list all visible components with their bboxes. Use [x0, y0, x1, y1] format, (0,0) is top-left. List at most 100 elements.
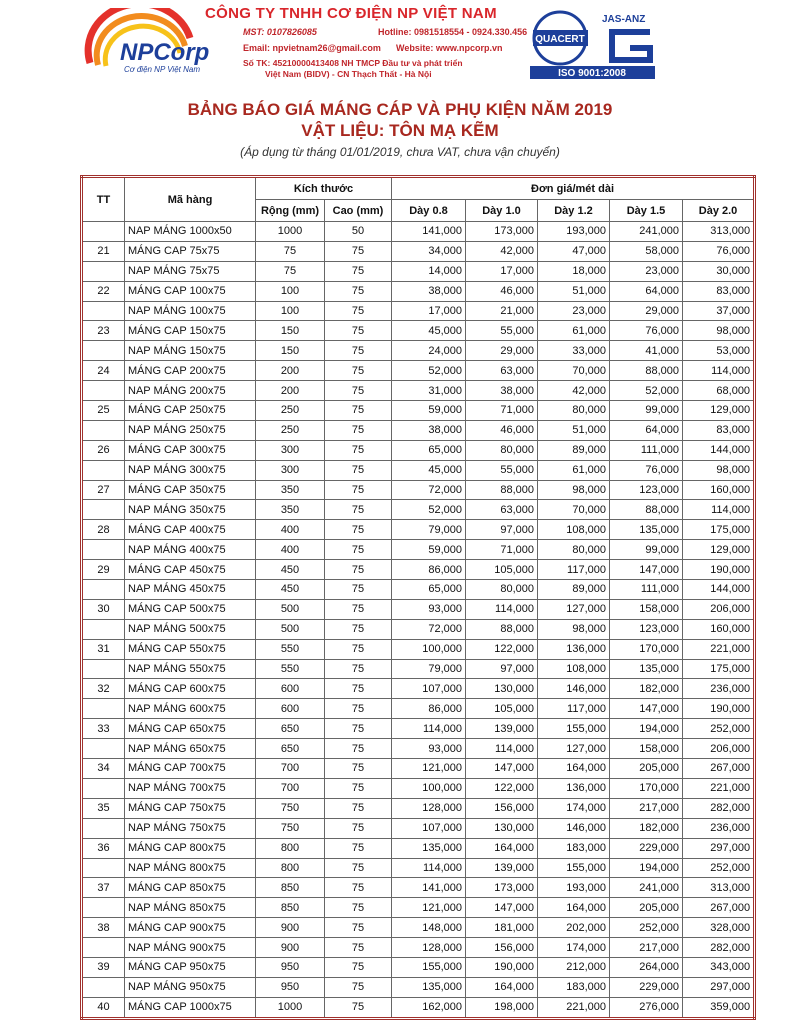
- table-cell: MÁNG CAP 75x75: [124, 240, 256, 262]
- table-cell: MÁNG CAP 500x75: [124, 598, 256, 620]
- table-cell: 30: [81, 598, 125, 620]
- table-cell: [81, 698, 125, 720]
- table-cell: 121,000: [391, 758, 466, 779]
- note: (Áp dụng từ tháng 01/01/2019, chưa VAT, …: [240, 145, 560, 159]
- table-cell: 75: [324, 360, 392, 382]
- table-cell: MÁNG CAP 200x75: [124, 360, 256, 382]
- table-cell: NAP MÁNG 400x75: [124, 539, 256, 561]
- table-cell: 194,000: [609, 718, 683, 740]
- table-cell: 55,000: [465, 320, 538, 342]
- table-cell: NAP MÁNG 75x75: [124, 260, 256, 282]
- table-cell: 160,000: [681, 618, 756, 640]
- table-cell: 600: [255, 698, 325, 720]
- table-cell: [81, 618, 125, 640]
- table-cell: [81, 459, 125, 481]
- table-cell: 750: [255, 817, 325, 839]
- table-cell: 55,000: [465, 459, 538, 481]
- table-cell: 267,000: [681, 897, 756, 919]
- table-row: NAP MÁNG 850x75 850 75 121,000 147,000 164,00…: [81, 897, 756, 919]
- table-cell: 52,000: [391, 499, 466, 521]
- table-cell: 75: [324, 758, 392, 779]
- table-cell: 75: [324, 718, 392, 740]
- table-cell: 148,000: [391, 917, 466, 939]
- table-cell: 206,000: [681, 738, 756, 760]
- table-cell: 128,000: [391, 797, 466, 819]
- table-cell: 64,000: [609, 280, 683, 302]
- table-cell: 700: [255, 777, 325, 799]
- table-row: 32 MÁNG CAP 600x75 600 75 107,000 130,000 146,…: [81, 678, 756, 700]
- table-cell: 65,000: [391, 579, 466, 600]
- table-cell: 122,000: [465, 638, 538, 660]
- table-cell: 75: [324, 380, 392, 402]
- table-cell: 75: [324, 837, 392, 859]
- table-cell: 313,000: [681, 221, 756, 242]
- table-cell: 135,000: [391, 837, 466, 859]
- table-cell: 135,000: [609, 658, 683, 680]
- table-cell: 36: [81, 837, 125, 859]
- table-cell: 53,000: [681, 340, 756, 362]
- table-cell: 400: [255, 519, 325, 541]
- table-cell: 205,000: [609, 897, 683, 919]
- table-cell: [81, 658, 125, 680]
- cert-name: QUACERT: [535, 34, 584, 45]
- table-row: 34 MÁNG CAP 700x75 700 75 121,000 147,000 164,…: [81, 758, 756, 779]
- table-cell: NAP MÁNG 150x75: [124, 340, 256, 362]
- table-cell: [81, 300, 125, 322]
- table-cell: 50: [324, 221, 392, 242]
- table-cell: 229,000: [609, 976, 683, 998]
- table-cell: 297,000: [681, 837, 756, 859]
- table-cell: 236,000: [681, 817, 756, 839]
- table-cell: 75: [324, 976, 392, 998]
- table-cell: NAP MÁNG 950x75: [124, 976, 256, 998]
- table-cell: 75: [255, 260, 325, 282]
- table-cell: NAP MÁNG 550x75: [124, 658, 256, 680]
- table-cell: 221,000: [681, 777, 756, 799]
- table-row: 35 MÁNG CAP 750x75 750 75 128,000 156,000 174,…: [81, 797, 756, 819]
- table-cell: 98,000: [681, 320, 756, 342]
- table-cell: 75: [324, 439, 392, 461]
- table-cell: 164,000: [465, 837, 538, 859]
- table-cell: [81, 777, 125, 799]
- table-cell: 1000: [255, 221, 325, 242]
- table-cell: MÁNG CAP 750x75: [124, 797, 256, 819]
- table-cell: 206,000: [681, 598, 756, 620]
- table-cell: 88,000: [465, 618, 538, 640]
- table-cell: 202,000: [537, 917, 610, 939]
- table-cell: 75: [324, 658, 392, 680]
- table-cell: 190,000: [681, 698, 756, 720]
- table-cell: 98,000: [537, 618, 610, 640]
- table-cell: 550: [255, 638, 325, 660]
- table-cell: 139,000: [465, 857, 538, 879]
- table-cell: 34,000: [391, 240, 466, 262]
- table-cell: NAP MÁNG 350x75: [124, 499, 256, 521]
- table-cell: 25: [81, 400, 125, 421]
- table-cell: 217,000: [609, 937, 683, 958]
- table-cell: 200: [255, 380, 325, 402]
- table-row: 23 MÁNG CAP 150x75 150 75 45,000 55,000 61,000…: [81, 320, 756, 342]
- table-cell: 58,000: [609, 240, 683, 262]
- table-cell: 98,000: [681, 459, 756, 481]
- table-cell: 221,000: [681, 638, 756, 660]
- table-cell: NAP MÁNG 800x75: [124, 857, 256, 879]
- table-cell: 61,000: [537, 459, 610, 481]
- tax-code: MST: 0107826085: [243, 27, 317, 37]
- table-cell: [81, 221, 125, 242]
- table-cell: 147,000: [609, 698, 683, 720]
- table-cell: 108,000: [537, 519, 610, 541]
- table-cell: 158,000: [609, 598, 683, 620]
- table-cell: 139,000: [465, 718, 538, 740]
- head-cell: Mã hàng: [124, 176, 256, 222]
- table-cell: 17,000: [465, 260, 538, 282]
- table-row: 24 MÁNG CAP 200x75 200 75 52,000 63,000 70,000…: [81, 360, 756, 382]
- table-cell: 300: [255, 459, 325, 481]
- company-name: CÔNG TY TNHH CƠ ĐIỆN NP VIỆT NAM: [205, 5, 497, 22]
- cert-accreditation: JAS-ANZ: [602, 14, 645, 25]
- table-cell: NAP MÁNG 650x75: [124, 738, 256, 760]
- table-cell: 144,000: [681, 439, 756, 461]
- website: Website: www.npcorp.vn: [396, 43, 503, 53]
- table-row: 21 MÁNG CAP 75x75 75 75 34,000 42,000 47,000 58…: [81, 240, 756, 262]
- table-cell: 359,000: [681, 996, 756, 1019]
- table-row: NAP MÁNG 950x75 950 75 135,000 164,000 183,00…: [81, 976, 756, 998]
- table-cell: [81, 499, 125, 521]
